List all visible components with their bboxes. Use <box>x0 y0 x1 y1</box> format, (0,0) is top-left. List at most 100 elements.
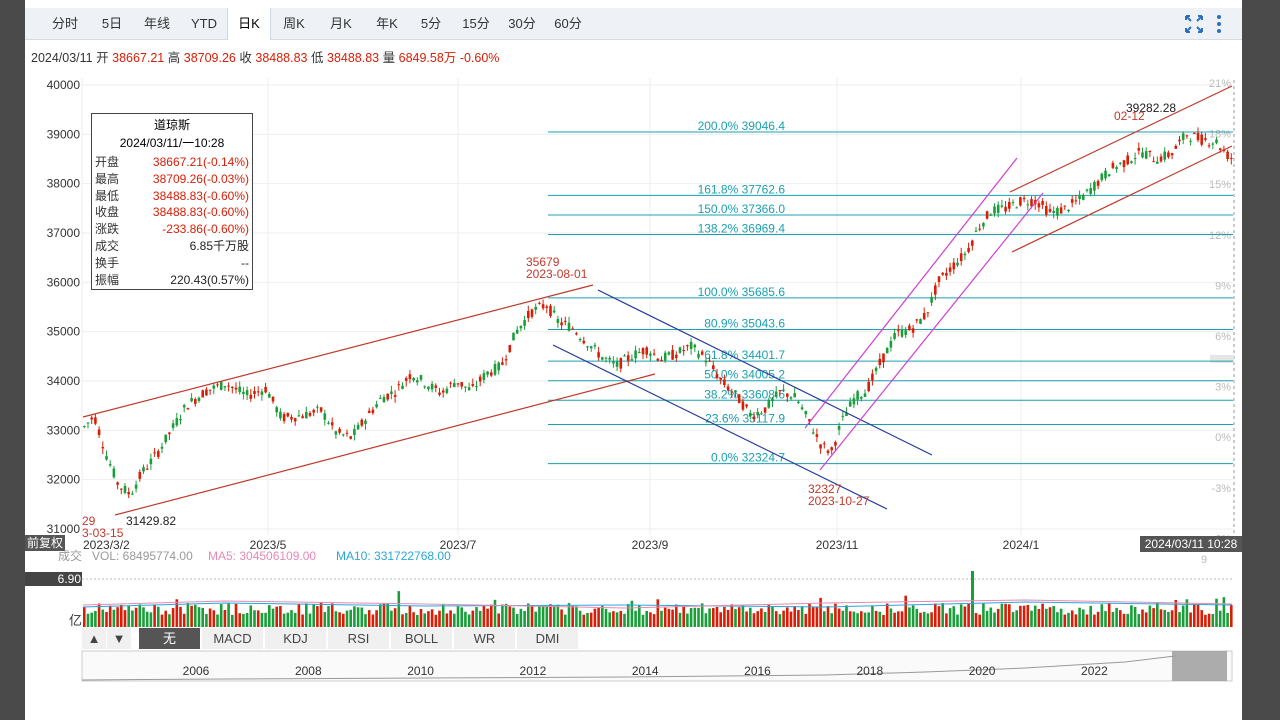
candle-body <box>168 432 171 435</box>
volume-bar <box>830 613 833 627</box>
candle-body <box>952 262 956 270</box>
indicator-tab-无[interactable]: 无 <box>139 628 201 649</box>
candle-body <box>852 398 856 405</box>
tab-年线[interactable]: 年线 <box>143 16 170 31</box>
volume-bar <box>453 613 456 627</box>
candle-body <box>138 471 142 479</box>
volume-bar <box>852 611 856 627</box>
candle-body <box>956 262 959 266</box>
top-icons-svg <box>1185 15 1221 33</box>
volume-bar <box>312 604 315 627</box>
volume-bar <box>789 611 793 627</box>
volume-bar <box>549 604 552 627</box>
candle-body <box>453 383 456 387</box>
tooltip-row: 最低 38488.83(-0.60%) <box>95 188 249 204</box>
volume-bar <box>819 597 822 627</box>
volume-bar <box>194 604 197 627</box>
tab-周K[interactable]: 周K <box>283 16 305 31</box>
candle-body <box>897 330 900 332</box>
indicator-tab-macd[interactable]: MACD <box>202 628 264 649</box>
open-value: 38667.21 <box>112 51 165 65</box>
candle-body <box>989 214 993 216</box>
candle-body <box>1174 145 1178 149</box>
highlight-band <box>1210 355 1234 363</box>
volume-bars <box>83 591 1233 627</box>
volume-bar <box>782 610 785 627</box>
more-vertical-icon[interactable] <box>1217 15 1221 33</box>
indicator-tab-kdj[interactable]: KDJ <box>265 628 327 649</box>
candle-body <box>234 387 238 390</box>
candle-body <box>182 405 186 408</box>
volume-right-mark: 9 <box>1201 554 1207 566</box>
indicator-tab-rsi[interactable]: RSI <box>328 628 390 649</box>
candle-body <box>1185 135 1189 137</box>
volume-bar <box>634 610 637 627</box>
price-tick-label: 38000 <box>47 177 81 191</box>
scroll-up-icon[interactable]: ▲ <box>82 628 107 649</box>
candle-body <box>127 492 130 495</box>
candle-body <box>771 398 774 402</box>
volume-bar <box>1037 608 1041 627</box>
fib-level-label: 161.8% 37762.6 <box>698 182 786 196</box>
expand-icon[interactable] <box>1185 15 1203 33</box>
volume-bar <box>1096 611 1100 627</box>
indicator-tab-boll[interactable]: BOLL <box>391 628 453 649</box>
candle-body <box>482 373 486 380</box>
tab-年K[interactable]: 年K <box>376 16 398 31</box>
tab-15分[interactable]: 15分 <box>462 16 490 31</box>
tab-5分[interactable]: 5分 <box>420 16 442 31</box>
indicator-tab-dmi[interactable]: DMI <box>517 628 579 649</box>
volume-bar <box>652 614 656 627</box>
candle-body <box>1126 155 1129 165</box>
volume-bar <box>1019 605 1022 627</box>
candle-body <box>120 488 123 490</box>
volume-bar <box>889 608 893 627</box>
candle-body <box>112 468 116 478</box>
tooltip-row: 开盘 38667.21(-0.14%) <box>95 154 249 170</box>
volume-bar <box>593 608 597 627</box>
candle-body <box>967 247 970 252</box>
volume-bar <box>578 610 582 627</box>
volume-bar <box>1137 614 1141 627</box>
scroll-down-icon[interactable]: ▼ <box>107 628 132 649</box>
volume-bar <box>1170 610 1174 627</box>
candle-body <box>708 360 711 362</box>
tab-分时[interactable]: 分时 <box>51 16 78 31</box>
volume-bar <box>464 611 467 627</box>
tab-日K[interactable]: 日K <box>227 8 271 40</box>
volume-bar <box>778 614 782 627</box>
candle-body <box>131 493 134 495</box>
tooltip-row-label: 成交 <box>95 239 120 253</box>
volume-bar <box>293 612 297 627</box>
pct-tick-label: 18% <box>1209 129 1231 141</box>
tab-5日[interactable]: 5日 <box>101 16 123 31</box>
volume-bar <box>612 611 615 627</box>
candle-body <box>460 382 463 387</box>
candle-body <box>464 386 467 388</box>
candle-body <box>693 344 697 348</box>
tooltip-row-value: 38667.21(-0.14%) <box>152 155 249 169</box>
tab-60分[interactable]: 60分 <box>554 16 582 31</box>
volume-bar <box>353 606 356 627</box>
tab-30分[interactable]: 30分 <box>508 16 536 31</box>
volume-bar <box>1085 614 1089 627</box>
candle-body <box>760 413 763 415</box>
candle-body <box>626 355 630 361</box>
volume-bar <box>1130 605 1133 627</box>
volume-bar <box>327 606 330 627</box>
candle-body <box>397 384 401 386</box>
candle-body <box>1078 194 1081 200</box>
candle-body <box>1226 151 1229 159</box>
candle-body <box>863 393 867 397</box>
candle-body <box>330 422 334 426</box>
candle-body <box>885 347 889 354</box>
tab-YTD[interactable]: YTD <box>191 16 217 31</box>
candle-body <box>908 325 911 331</box>
candlestick-chart[interactable]: 40000 39000 38000 37000 36000 35000 34000 33000… <box>25 0 1242 720</box>
candle-body <box>560 322 563 326</box>
candle-body <box>789 397 793 399</box>
tab-月K[interactable]: 月K <box>330 16 352 31</box>
price-tick-label: 31000 <box>47 522 81 536</box>
volume-bar <box>1100 604 1104 627</box>
indicator-tab-wr[interactable]: WR <box>454 628 516 649</box>
